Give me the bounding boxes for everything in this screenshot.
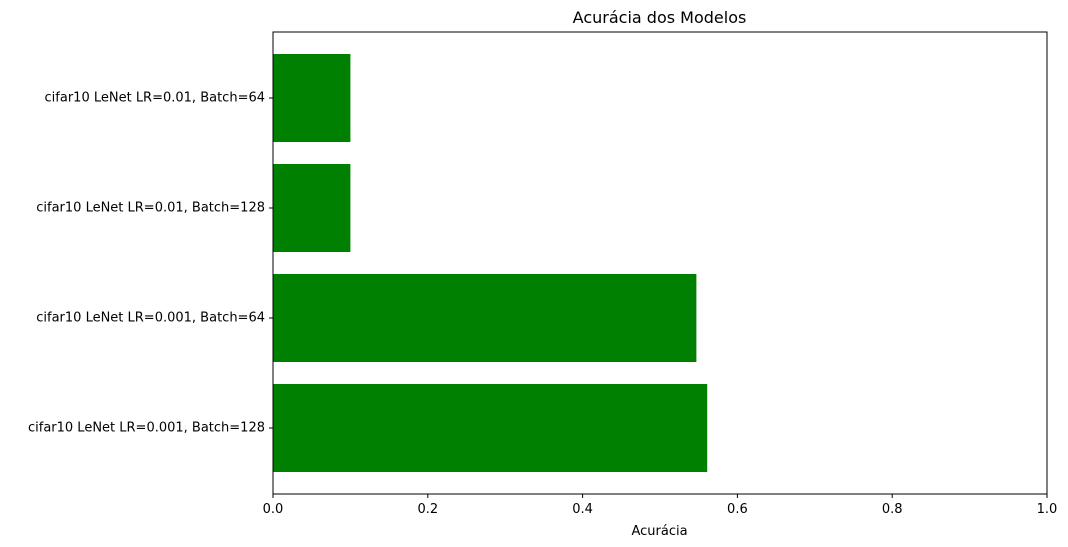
bar: [273, 384, 708, 472]
x-tick-label: 0.6: [727, 502, 748, 517]
x-tick-label: 0.0: [263, 502, 284, 517]
plot-area-frame: [272, 31, 1048, 495]
y-tick-label: cifar10 LeNet LR=0.01, Batch=128: [36, 201, 265, 216]
y-axis-ticks: cifar10 LeNet LR=0.001, Batch=128 cifar10…: [28, 91, 273, 436]
bars-layer: [273, 54, 708, 472]
bar: [273, 164, 351, 252]
chart-title: Acurácia dos Modelos: [573, 8, 747, 27]
x-axis-ticks: 0.0 0.2 0.4 0.6 0.8 1.0: [263, 494, 1058, 517]
y-tick-label: cifar10 LeNet LR=0.01, Batch=64: [45, 91, 265, 106]
bar: [273, 274, 697, 362]
x-tick-label: 1.0: [1037, 502, 1058, 517]
x-tick-label: 0.2: [417, 502, 438, 517]
x-tick-label: 0.4: [572, 502, 593, 517]
bar: [273, 54, 351, 142]
x-axis-label: Acurácia: [631, 524, 687, 539]
y-tick-label: cifar10 LeNet LR=0.001, Batch=128: [28, 421, 265, 436]
x-tick-label: 0.8: [882, 502, 903, 517]
y-tick-label: cifar10 LeNet LR=0.001, Batch=64: [36, 311, 265, 326]
